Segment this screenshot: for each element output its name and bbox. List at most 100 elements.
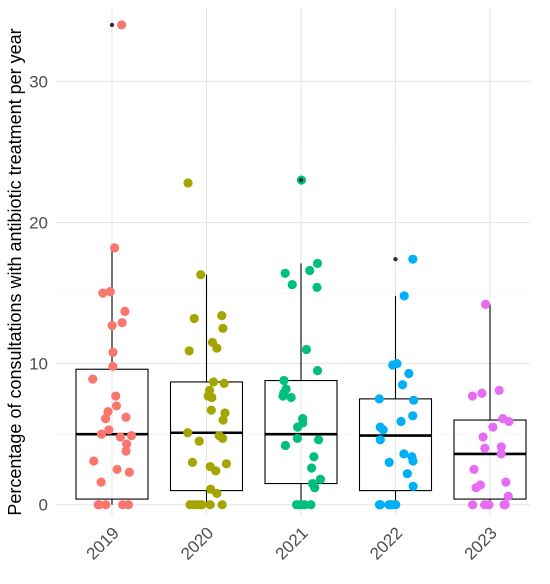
data-point (107, 320, 117, 331)
data-point (212, 343, 222, 353)
y-tick-label: 30 (29, 72, 48, 91)
data-point (197, 500, 207, 510)
data-point (206, 405, 216, 415)
data-point (378, 425, 388, 435)
data-point (112, 464, 122, 475)
data-point (496, 442, 506, 452)
data-point (477, 388, 487, 398)
data-point (386, 500, 396, 510)
data-point (103, 406, 113, 417)
data-point (183, 428, 193, 438)
data-point (115, 432, 125, 442)
data-point (88, 374, 98, 384)
data-point (480, 500, 490, 510)
data-point (305, 265, 315, 276)
data-point (196, 270, 206, 280)
data-point (312, 366, 323, 376)
data-point (307, 463, 317, 473)
data-point (374, 500, 384, 510)
data-point (219, 378, 229, 388)
data-point (292, 422, 303, 432)
data-point (220, 408, 230, 418)
data-point (221, 459, 232, 469)
x-tick-label: 2022 (366, 523, 406, 563)
data-point (478, 432, 488, 442)
data-point (295, 500, 306, 510)
data-point (279, 375, 289, 386)
data-point (315, 474, 326, 484)
data-point (398, 380, 408, 390)
data-point (287, 279, 297, 290)
data-point (185, 500, 195, 510)
data-point (388, 360, 398, 370)
y-tick-label: 10 (29, 355, 48, 374)
data-point (278, 391, 288, 401)
point-layer (88, 20, 514, 510)
outlier-point (298, 177, 304, 183)
data-point (218, 415, 228, 425)
data-point (280, 440, 291, 451)
data-point (120, 306, 130, 316)
data-point (108, 361, 118, 372)
y-tick-label: 0 (39, 496, 48, 515)
data-point (374, 394, 384, 404)
data-point (126, 430, 137, 441)
data-point (488, 422, 498, 432)
data-point (94, 500, 104, 510)
data-point (309, 452, 319, 462)
data-point (375, 435, 385, 445)
data-point (104, 425, 114, 435)
data-point (187, 457, 198, 467)
data-point (404, 368, 414, 379)
data-point (212, 488, 222, 499)
data-point (205, 500, 215, 510)
data-point (408, 456, 418, 466)
data-point (89, 456, 99, 466)
data-point (123, 500, 134, 510)
y-tick-label: 20 (29, 213, 48, 232)
data-point (121, 446, 131, 456)
data-point (313, 435, 324, 445)
data-point (217, 311, 227, 321)
data-point (101, 500, 111, 510)
box-iqr (453, 419, 527, 500)
data-point (312, 282, 322, 292)
data-point (117, 318, 127, 328)
data-point (480, 299, 491, 309)
data-point (306, 500, 316, 510)
data-point (469, 464, 479, 475)
data-point (208, 377, 219, 387)
data-point (496, 449, 506, 459)
x-tick-label: 2020 (177, 523, 217, 563)
data-point (480, 443, 490, 453)
x-tick-label: 2023 (461, 523, 501, 563)
data-point (399, 291, 409, 301)
data-point (218, 323, 228, 333)
axis-layer: 0 10 20 30 2019 2020 2021 2022 2023 (29, 72, 501, 563)
box-layer (75, 247, 527, 505)
data-point (408, 411, 418, 421)
data-point (101, 414, 111, 424)
data-point (399, 449, 409, 459)
box-iqr (358, 398, 433, 492)
data-point (111, 401, 122, 411)
data-point (494, 385, 504, 396)
data-point (105, 287, 115, 297)
data-point (402, 469, 412, 479)
data-point (286, 392, 296, 403)
data-point (109, 243, 120, 253)
box-iqr (264, 379, 338, 485)
data-point (409, 395, 419, 405)
data-point (408, 254, 418, 264)
data-point (117, 20, 127, 30)
data-point (184, 346, 194, 356)
data-point (211, 466, 221, 476)
data-point (194, 436, 204, 446)
outlier-point (109, 22, 115, 28)
data-point (183, 178, 193, 188)
data-point (500, 500, 510, 510)
data-point (312, 258, 323, 269)
x-tick-label: 2021 (272, 523, 312, 563)
